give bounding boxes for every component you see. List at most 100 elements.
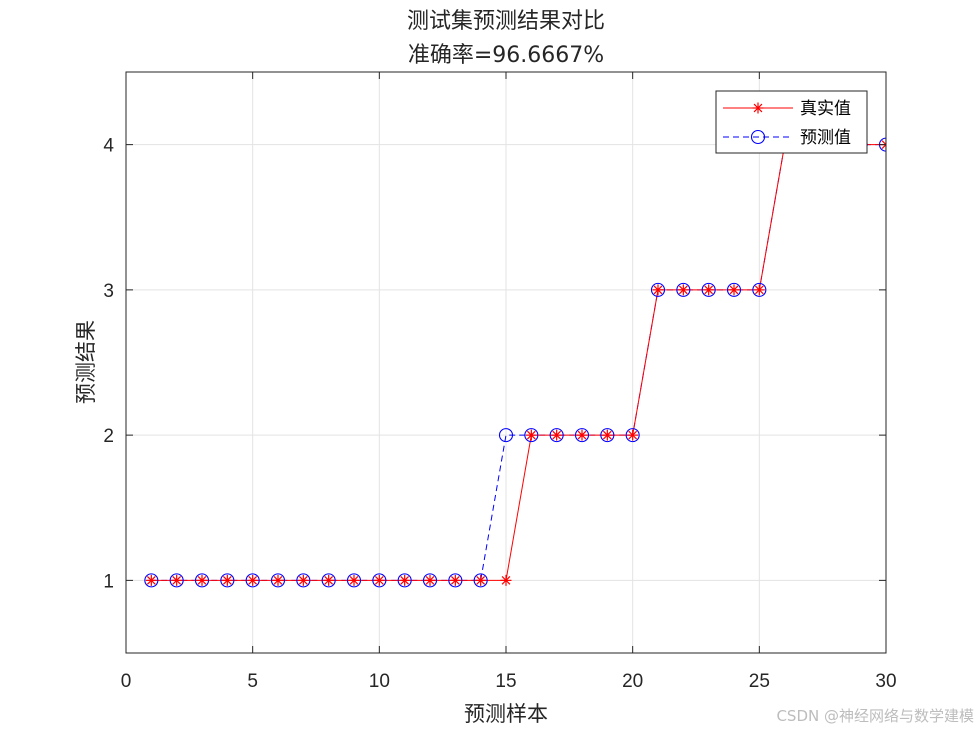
series-0-point <box>601 429 613 441</box>
legend-marker-pred <box>750 129 766 145</box>
legend-label-pred: 预测值 <box>800 128 851 148</box>
asterisk-stroke <box>450 575 460 585</box>
series-0-point <box>247 574 259 586</box>
x-tick-label: 5 <box>247 671 258 692</box>
series-1-point <box>600 428 615 443</box>
asterisk-stroke <box>552 430 562 440</box>
series-1-point <box>473 573 488 588</box>
asterisk-stroke <box>704 285 714 295</box>
y-tick-label: 4 <box>103 136 114 157</box>
series-1-point <box>650 282 666 297</box>
asterisk-stroke <box>881 140 886 146</box>
y-axis-label: 预测结果 <box>74 320 98 404</box>
asterisk-stroke <box>349 575 359 585</box>
asterisk-stroke <box>678 285 688 295</box>
x-axis-label: 预测样本 <box>464 702 548 726</box>
series-0-point <box>525 429 537 441</box>
series-1-point <box>372 573 387 588</box>
series-1-point <box>346 573 362 588</box>
x-tick-label: 25 <box>749 671 770 692</box>
series-1-point <box>752 282 767 297</box>
series-0-point <box>551 429 563 441</box>
series-1-point <box>245 573 260 588</box>
asterisk-stroke <box>628 430 638 440</box>
watermark: CSDN @神经网络与数学建模 <box>776 707 974 725</box>
asterisk-stroke <box>602 430 612 440</box>
series-0-point <box>373 574 385 586</box>
series-1-point <box>220 573 235 588</box>
series-1-point <box>701 282 716 297</box>
asterisk-stroke <box>374 575 384 585</box>
series-1-point <box>448 573 463 588</box>
series-1-point <box>422 573 438 588</box>
series-1-point <box>625 428 640 443</box>
asterisk-stroke <box>146 575 156 585</box>
series-0-point <box>348 574 360 586</box>
legend-marker-shape <box>752 102 764 114</box>
x-tick-label: 20 <box>622 671 643 692</box>
asterisk-stroke <box>753 103 763 113</box>
legend-label-true: 真实值 <box>800 99 851 119</box>
asterisk-stroke <box>197 575 207 585</box>
series-0-point <box>323 574 335 586</box>
series-0-point <box>627 429 639 441</box>
x-tick-label: 0 <box>121 671 132 692</box>
x-tick-label: 15 <box>495 671 516 692</box>
series-layer <box>144 137 886 588</box>
chart-title: 测试集预测结果对比 <box>407 9 605 34</box>
series-1-point <box>144 573 159 588</box>
series-1-point <box>169 573 184 588</box>
series-0-point <box>196 574 208 586</box>
x-tick-label: 30 <box>875 671 896 692</box>
legend-marker-true <box>752 102 764 114</box>
series-1-point <box>270 573 286 588</box>
series-1-point <box>296 573 311 588</box>
series-0-point <box>272 574 284 586</box>
legend-marker-shape <box>750 129 766 145</box>
series-0-point <box>576 429 588 441</box>
series-0-point <box>500 574 512 586</box>
series-1-point <box>321 573 336 588</box>
series-0-point <box>652 284 664 296</box>
asterisk-stroke <box>526 430 536 440</box>
series-1-point <box>524 428 539 443</box>
series-0-point <box>475 574 487 586</box>
y-tick-label: 3 <box>103 281 114 302</box>
series-0-point <box>703 284 715 296</box>
series-1-point <box>726 282 742 297</box>
asterisk-stroke <box>729 285 739 295</box>
series-0-point <box>399 574 411 586</box>
asterisk-stroke <box>400 575 410 585</box>
series-0-point <box>145 574 157 586</box>
series-0-point <box>728 284 740 296</box>
asterisk-stroke <box>476 575 486 585</box>
series-0-point <box>753 284 765 296</box>
series-0-point <box>449 574 461 586</box>
asterisk-stroke <box>172 575 182 585</box>
legend-box <box>715 90 868 154</box>
asterisk-stroke <box>324 575 334 585</box>
x-tick-label: 10 <box>369 671 390 692</box>
asterisk-stroke <box>501 575 511 585</box>
series-1-point <box>574 428 590 443</box>
axis-ticks: 0 5 10 15 20 25 30 1 2 3 4 <box>103 72 897 692</box>
series-1-point <box>549 428 564 443</box>
series-0-point <box>221 574 233 586</box>
asterisk-stroke <box>653 285 663 295</box>
asterisk-stroke <box>577 430 587 440</box>
series-1-point <box>676 282 691 297</box>
asterisk-stroke <box>222 575 232 585</box>
asterisk-stroke <box>248 575 258 585</box>
chart-subtitle: 准确率=96.6667% <box>408 43 604 68</box>
asterisk-stroke <box>881 143 886 150</box>
legend: 真实值 预测值 <box>715 90 868 154</box>
series-0-point <box>171 574 183 586</box>
series-1-point <box>498 428 514 443</box>
series-1-point <box>194 573 210 588</box>
asterisk-stroke <box>425 575 435 585</box>
series-0-point <box>677 284 689 296</box>
series-0-point <box>424 574 436 586</box>
series-0-point <box>297 574 309 586</box>
y-tick-label: 2 <box>103 426 114 447</box>
